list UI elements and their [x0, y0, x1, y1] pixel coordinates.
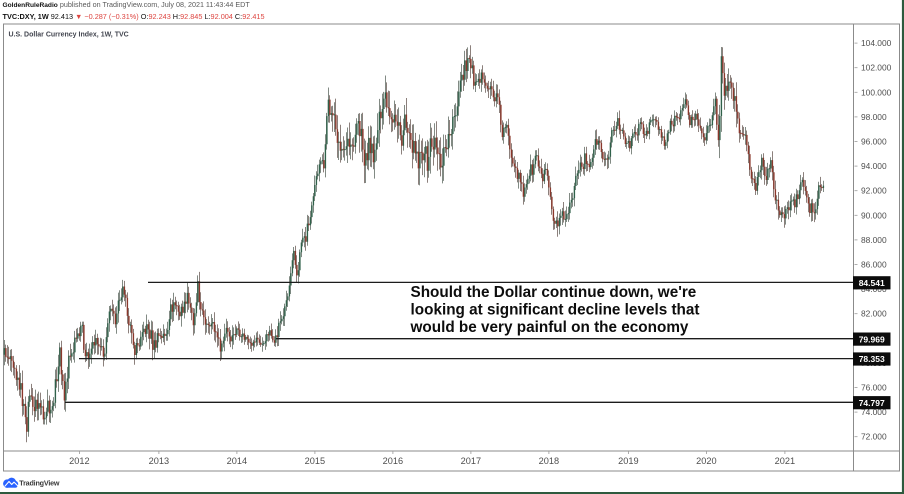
- svg-text:100.000: 100.000: [861, 87, 892, 97]
- svg-text:2019: 2019: [618, 456, 638, 466]
- svg-text:2012: 2012: [69, 456, 89, 466]
- svg-text:102.000: 102.000: [861, 63, 892, 73]
- svg-text:74.000: 74.000: [861, 407, 887, 417]
- svg-text:TradingView: TradingView: [19, 478, 60, 487]
- svg-text:88.000: 88.000: [861, 235, 887, 245]
- svg-text:GoldenRuleRadio published on T: GoldenRuleRadio published on TradingView…: [3, 0, 251, 9]
- svg-text:2015: 2015: [305, 456, 325, 466]
- svg-text:TVC:DXY, 1W 92.413 ▼ −0.287 (−: TVC:DXY, 1W 92.413 ▼ −0.287 (−0.31%) O:9…: [3, 12, 265, 21]
- svg-text:104.000: 104.000: [861, 38, 892, 48]
- svg-text:2016: 2016: [383, 456, 403, 466]
- svg-text:78.353: 78.353: [859, 354, 885, 364]
- svg-text:86.000: 86.000: [861, 260, 887, 270]
- svg-text:U.S. Dollar Currency Index, 1W: U.S. Dollar Currency Index, 1W, TVC: [9, 32, 129, 39]
- svg-text:2021: 2021: [775, 456, 795, 466]
- svg-text:2020: 2020: [696, 456, 716, 466]
- svg-text:2018: 2018: [539, 456, 559, 466]
- svg-text:96.000: 96.000: [861, 137, 887, 147]
- svg-text:82.000: 82.000: [861, 309, 887, 319]
- svg-text:Should the Dollar continue dow: Should the Dollar continue down, we're lo…: [410, 284, 700, 336]
- svg-text:72.000: 72.000: [861, 432, 887, 442]
- svg-text:2013: 2013: [149, 456, 169, 466]
- svg-text:94.000: 94.000: [861, 161, 887, 171]
- svg-text:92.000: 92.000: [861, 186, 887, 196]
- svg-text:98.000: 98.000: [861, 112, 887, 122]
- svg-text:84.541: 84.541: [859, 278, 885, 288]
- svg-text:74.797: 74.797: [859, 398, 885, 408]
- svg-text:79.969: 79.969: [859, 334, 885, 344]
- svg-text:76.000: 76.000: [861, 383, 887, 393]
- svg-text:2017: 2017: [461, 456, 481, 466]
- svg-text:2014: 2014: [227, 456, 247, 466]
- svg-text:90.000: 90.000: [861, 210, 887, 220]
